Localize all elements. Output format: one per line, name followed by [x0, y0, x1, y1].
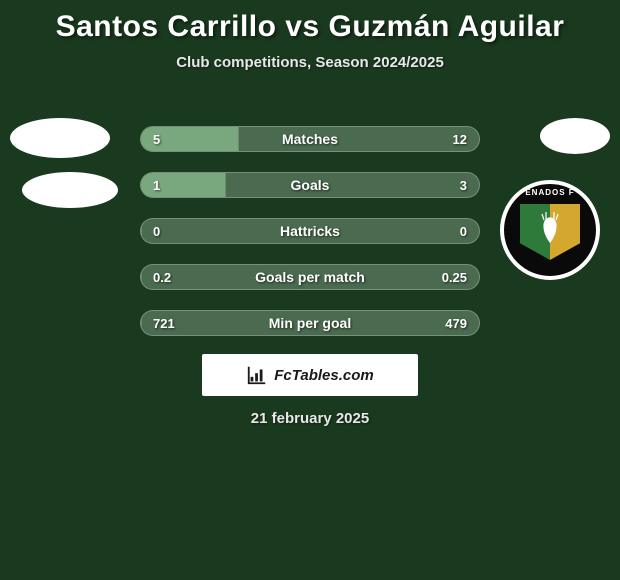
- stat-fill-left: [141, 265, 142, 289]
- site-badge: FcTables.com: [202, 354, 418, 396]
- stat-label: Hattricks: [141, 219, 479, 243]
- stat-value-right: 12: [453, 127, 467, 151]
- player-right-avatar: [540, 118, 610, 154]
- page-subtitle: Club competitions, Season 2024/2025: [0, 54, 620, 71]
- stats-bars: 5Matches12 1Goals3 0Hattricks0 0.2Goals per…: [140, 126, 480, 356]
- stat-fill-left: [141, 173, 226, 197]
- stat-fill-left: [141, 127, 239, 151]
- stat-value-right: 0.25: [442, 265, 467, 289]
- stat-fill-left: [141, 219, 142, 243]
- stat-label: Min per goal: [141, 311, 479, 335]
- stat-value-right: 0: [460, 219, 467, 243]
- club-badge: ENADOS F: [500, 180, 600, 280]
- stat-value-right: 3: [460, 173, 467, 197]
- site-label: FcTables.com: [274, 367, 373, 384]
- stat-row: 1Goals3: [140, 172, 480, 198]
- stat-row: 721Min per goal479: [140, 310, 480, 336]
- player-left-avatar: [10, 118, 110, 158]
- footer-date: 21 february 2025: [0, 410, 620, 427]
- stat-fill-left: [141, 311, 142, 335]
- stat-value-left: 0: [153, 219, 160, 243]
- stat-row: 5Matches12: [140, 126, 480, 152]
- chart-icon: [246, 364, 268, 386]
- page-title: Santos Carrillo vs Guzmán Aguilar: [0, 0, 620, 44]
- stat-value-right: 479: [445, 311, 467, 335]
- stat-row: 0Hattricks0: [140, 218, 480, 244]
- player-left-club-avatar: [22, 172, 118, 208]
- stat-label: Goals per match: [141, 265, 479, 289]
- deer-icon: [536, 212, 564, 244]
- stat-value-left: 0.2: [153, 265, 171, 289]
- stat-value-left: 721: [153, 311, 175, 335]
- stat-row: 0.2Goals per match0.25: [140, 264, 480, 290]
- club-badge-text: ENADOS F: [510, 188, 590, 197]
